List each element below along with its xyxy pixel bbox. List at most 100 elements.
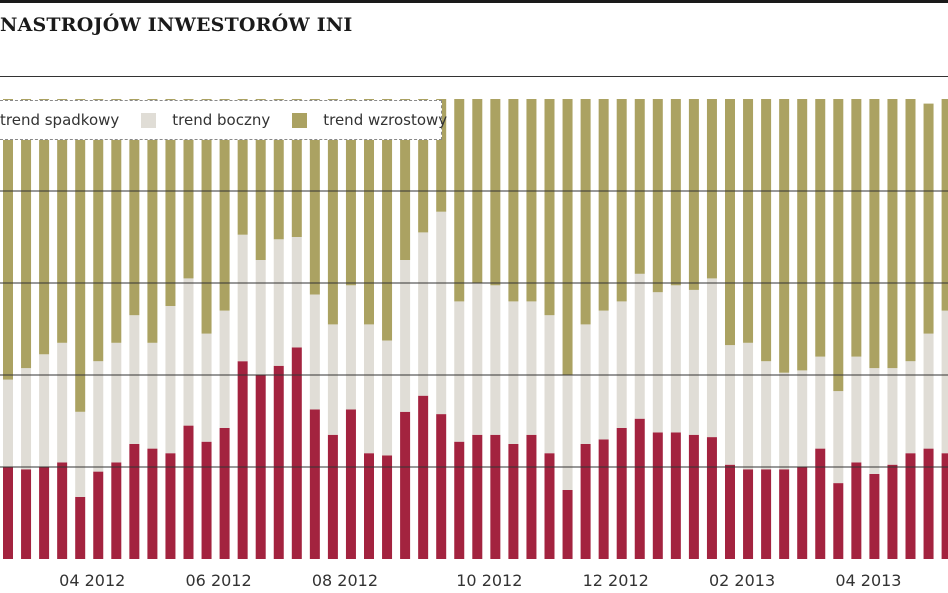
bar-spadkowy-39 — [706, 437, 717, 559]
bar-wzrostowy-4 — [75, 99, 86, 412]
bar-spadkowy-50 — [905, 453, 916, 559]
bar-wzrostowy-49 — [887, 99, 898, 369]
bar-spadkowy-46 — [833, 483, 844, 559]
legend-item-wzrostowy: trend wzrostowy — [292, 111, 469, 129]
bar-boczny-10 — [183, 278, 194, 426]
bar-spadkowy-47 — [851, 462, 862, 559]
bar-boczny-25 — [454, 301, 465, 442]
top-rule — [0, 0, 948, 3]
bar-spadkowy-9 — [165, 453, 176, 559]
bar-spadkowy-15 — [273, 365, 284, 559]
bar-boczny-2 — [39, 354, 50, 467]
x-tick-label: 06 2012 — [186, 571, 252, 590]
bar-spadkowy-5 — [93, 471, 104, 559]
legend-label-boczny: trend boczny — [172, 111, 271, 129]
bar-boczny-27 — [490, 285, 501, 435]
bar-wzrostowy-16 — [291, 99, 302, 237]
bar-boczny-45 — [815, 356, 826, 449]
bar-boczny-35 — [634, 273, 645, 419]
bar-spadkowy-35 — [634, 418, 645, 559]
bar-wzrostowy-22 — [400, 99, 411, 260]
bar-spadkowy-41 — [743, 469, 754, 559]
bar-wzrostowy-39 — [706, 99, 717, 279]
x-tick-label: 08 2012 — [312, 571, 378, 590]
bar-spadkowy-48 — [869, 473, 880, 559]
bar-spadkowy-11 — [201, 441, 212, 559]
bar-wzrostowy-23 — [418, 99, 429, 233]
bar-boczny-15 — [273, 239, 284, 366]
bar-spadkowy-44 — [797, 467, 808, 559]
bar-boczny-31 — [562, 375, 573, 490]
x-tick-label: 04 2012 — [59, 571, 125, 590]
bar-spadkowy-13 — [237, 361, 248, 559]
legend-item-boczny: trend boczny — [141, 111, 292, 129]
bar-spadkowy-24 — [436, 414, 447, 559]
bar-boczny-29 — [526, 301, 537, 435]
bar-boczny-21 — [382, 340, 393, 456]
legend-label-spadkowy: trend spadkowy — [0, 111, 120, 129]
bar-boczny-0 — [3, 379, 13, 467]
bar-spadkowy-8 — [147, 448, 158, 559]
bar-boczny-6 — [111, 342, 122, 463]
bar-spadkowy-42 — [761, 469, 772, 559]
bar-wzrostowy-17 — [309, 99, 320, 295]
bar-boczny-41 — [743, 342, 754, 470]
bar-boczny-8 — [147, 342, 158, 449]
bar-boczny-9 — [165, 306, 176, 454]
bar-wzrostowy-30 — [544, 99, 555, 316]
bar-wzrostowy-33 — [598, 99, 609, 311]
bar-boczny-36 — [652, 292, 663, 433]
bar-boczny-12 — [219, 310, 230, 428]
legend-swatch-boczny — [141, 112, 157, 128]
bar-wzrostowy-8 — [147, 99, 158, 343]
bar-spadkowy-52 — [941, 453, 948, 559]
bar-spadkowy-28 — [508, 444, 519, 559]
bar-boczny-1 — [21, 368, 32, 470]
bar-spadkowy-33 — [598, 439, 609, 559]
bar-boczny-40 — [725, 345, 735, 465]
bar-wzrostowy-25 — [454, 99, 465, 302]
bar-spadkowy-22 — [400, 411, 411, 559]
bar-spadkowy-43 — [779, 469, 790, 559]
bar-boczny-51 — [923, 333, 934, 449]
bar-spadkowy-29 — [526, 434, 537, 559]
bar-boczny-20 — [364, 324, 374, 454]
bar-boczny-46 — [833, 391, 844, 484]
bar-wzrostowy-43 — [779, 99, 790, 373]
bar-boczny-26 — [472, 283, 483, 435]
bar-spadkowy-18 — [327, 434, 338, 559]
bar-wzrostowy-42 — [761, 99, 772, 362]
bar-wzrostowy-50 — [905, 99, 916, 362]
bar-wzrostowy-36 — [652, 99, 663, 293]
bar-wzrostowy-37 — [670, 99, 681, 286]
bar-wzrostowy-6 — [111, 99, 122, 343]
bar-spadkowy-34 — [616, 427, 627, 559]
bar-spadkowy-23 — [418, 395, 429, 559]
bar-boczny-5 — [93, 361, 104, 472]
legend: trend spadkowy trend boczny trend wzrost… — [0, 100, 447, 140]
bar-spadkowy-30 — [544, 453, 555, 559]
gridlines — [0, 190, 948, 468]
bar-boczny-23 — [418, 232, 429, 396]
bar-boczny-34 — [616, 301, 627, 428]
bar-wzrostowy-32 — [580, 99, 591, 325]
bar-boczny-48 — [869, 368, 880, 474]
bar-spadkowy-26 — [472, 434, 483, 559]
bar-wzrostowy-5 — [93, 99, 104, 362]
bar-spadkowy-25 — [454, 441, 465, 559]
bar-spadkowy-4 — [75, 496, 86, 559]
bar-boczny-7 — [129, 315, 140, 444]
bar-boczny-44 — [797, 370, 808, 467]
bar-wzrostowy-12 — [219, 99, 230, 311]
bar-boczny-24 — [436, 211, 447, 415]
bar-spadkowy-1 — [21, 469, 32, 559]
bar-boczny-39 — [706, 278, 717, 438]
bar-spadkowy-31 — [562, 490, 573, 559]
x-tick-label: 02 2013 — [709, 571, 775, 590]
bar-wzrostowy-19 — [345, 99, 356, 286]
bar-boczny-18 — [327, 324, 338, 435]
bar-spadkowy-17 — [309, 409, 320, 559]
bar-spadkowy-2 — [39, 467, 50, 559]
bar-wzrostowy-29 — [526, 99, 537, 302]
